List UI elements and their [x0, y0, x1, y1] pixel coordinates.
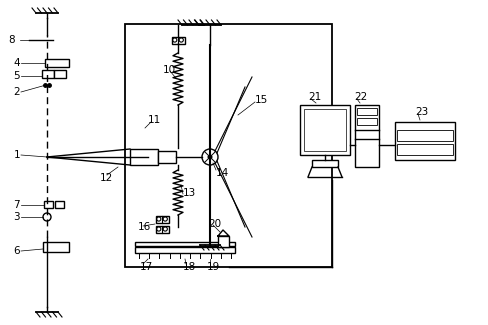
- Bar: [135, 247, 235, 253]
- Bar: [397, 144, 453, 155]
- Text: 16: 16: [138, 222, 151, 232]
- Circle shape: [207, 154, 212, 160]
- Bar: [54, 70, 66, 78]
- Bar: [395, 122, 455, 160]
- Bar: [171, 36, 184, 44]
- Text: 10: 10: [163, 65, 176, 75]
- Circle shape: [43, 213, 51, 221]
- Text: 18: 18: [183, 262, 196, 272]
- Bar: [355, 105, 379, 167]
- Text: 23: 23: [415, 107, 428, 117]
- Text: 20: 20: [208, 219, 221, 229]
- Bar: [55, 201, 64, 208]
- Bar: [130, 149, 158, 165]
- Text: 21: 21: [308, 92, 321, 102]
- Bar: [42, 70, 54, 78]
- Bar: [125, 24, 332, 267]
- Text: 17: 17: [140, 262, 153, 272]
- Text: 15: 15: [255, 95, 268, 105]
- Bar: [300, 105, 350, 155]
- Bar: [44, 201, 53, 208]
- Text: 6: 6: [13, 246, 20, 256]
- Circle shape: [202, 149, 218, 165]
- Bar: [357, 118, 377, 125]
- Text: 1: 1: [13, 150, 20, 160]
- Text: 2: 2: [13, 87, 20, 97]
- Bar: [45, 59, 69, 67]
- Text: 7: 7: [13, 200, 20, 210]
- Text: 19: 19: [207, 262, 220, 272]
- Bar: [357, 108, 377, 115]
- Text: 8: 8: [8, 35, 15, 45]
- Bar: [304, 109, 346, 151]
- Bar: [312, 160, 338, 167]
- Text: 13: 13: [183, 188, 196, 198]
- Bar: [218, 236, 229, 247]
- Bar: [156, 215, 168, 223]
- Bar: [156, 226, 168, 232]
- Bar: [135, 242, 235, 246]
- Bar: [158, 151, 176, 163]
- Bar: [397, 130, 453, 141]
- Text: 12: 12: [100, 173, 113, 183]
- Text: 14: 14: [216, 168, 229, 178]
- Text: 11: 11: [148, 115, 161, 125]
- Text: 5: 5: [13, 71, 20, 81]
- Text: 22: 22: [354, 92, 367, 102]
- Text: 3: 3: [13, 212, 20, 222]
- Bar: [43, 242, 69, 252]
- Text: 4: 4: [13, 58, 20, 68]
